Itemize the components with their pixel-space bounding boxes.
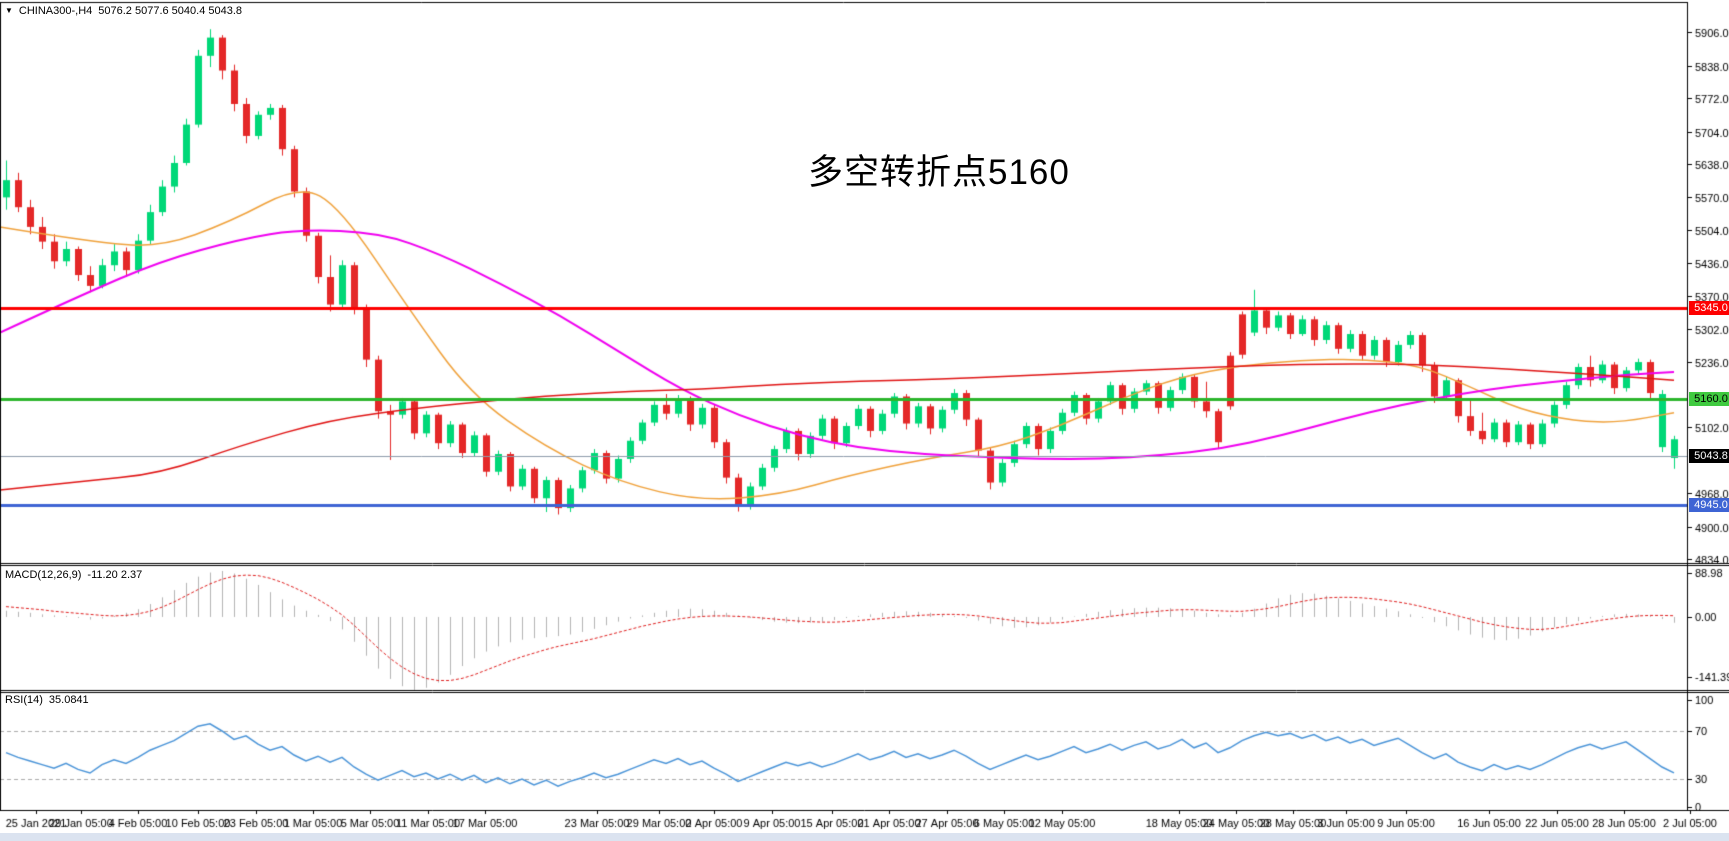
macd-indicator-label: MACD(12,26,9) -11.20 2.37 <box>5 569 142 581</box>
symbol-timeframe: CHINA300-,H4 <box>18 5 93 17</box>
macd-name: MACD(12,26,9) <box>5 569 82 581</box>
rsi-name: RSI(14) <box>5 694 43 706</box>
price-tag-support: 4945.0 <box>1689 498 1729 512</box>
price-tag-resistance: 5345.0 <box>1689 301 1729 315</box>
symbol-header: ▼ CHINA300-,H4 5076.2 5077.6 5040.4 5043… <box>5 5 242 17</box>
bottom-strip <box>0 833 1729 841</box>
price-tag-last: 5043.8 <box>1689 449 1729 463</box>
ohlc-quote: 5076.2 5077.6 5040.4 5043.8 <box>98 5 243 17</box>
macd-values: -11.20 2.37 <box>87 569 143 581</box>
rsi-value: 35.0841 <box>48 694 89 706</box>
collapse-triangle-icon[interactable]: ▼ <box>5 6 13 15</box>
price-tag-pivot: 5160.0 <box>1689 392 1729 406</box>
rsi-indicator-label: RSI(14) 35.0841 <box>5 694 89 706</box>
annotation-text[interactable]: 多空转折点5160 <box>808 153 1070 192</box>
